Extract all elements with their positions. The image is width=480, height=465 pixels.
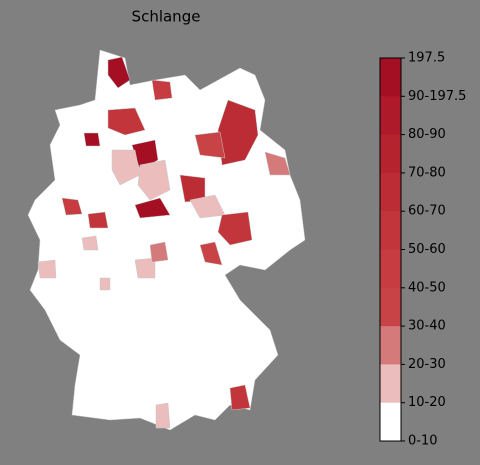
colorbar-label: 60-70 (408, 204, 446, 219)
colorbar-label: 70-80 (408, 165, 446, 180)
colorbar-label: 30-40 (408, 319, 446, 334)
colorbar-band (380, 364, 401, 404)
colorbar: 197.5 90-197.5 80-90 70-80 60-70 50-60 40-50 30… (379, 51, 466, 449)
district (229, 384, 251, 411)
district (155, 402, 171, 429)
district (111, 149, 141, 186)
district (134, 197, 171, 219)
colorbar-band (380, 58, 401, 97)
district (264, 151, 291, 176)
district (107, 56, 131, 89)
colorbar-label: 40-50 (408, 280, 446, 295)
colorbar-band (380, 96, 401, 136)
colorbar-band (380, 249, 401, 289)
colorbar-band (380, 402, 401, 442)
district (217, 211, 253, 246)
district (81, 235, 99, 251)
colorbar-band (380, 211, 401, 250)
district (99, 277, 111, 291)
district (217, 99, 259, 166)
district (199, 241, 223, 266)
district (107, 107, 146, 136)
colorbar-band (380, 287, 401, 327)
colorbar-band (380, 172, 401, 212)
colorbar-label: 80-90 (408, 127, 446, 142)
colorbar-label: 90-197.5 (408, 89, 466, 104)
colorbar-label: 10-20 (408, 395, 446, 410)
district (87, 211, 109, 229)
map (27, 49, 306, 431)
colorbar-label: 20-30 (408, 357, 446, 372)
colorbar-band (380, 134, 401, 174)
district (149, 241, 169, 263)
colorbar-band (380, 326, 401, 365)
district (83, 132, 101, 147)
district (194, 131, 226, 159)
colorbar-label: 0-10 (408, 434, 438, 449)
colorbar-label: 197.5 (408, 51, 445, 66)
district (61, 197, 83, 216)
district (134, 257, 156, 279)
district (137, 159, 171, 201)
district (37, 259, 57, 279)
map-title: Schlange (132, 8, 201, 26)
colorbar-label: 50-60 (408, 242, 446, 257)
district (151, 79, 173, 101)
